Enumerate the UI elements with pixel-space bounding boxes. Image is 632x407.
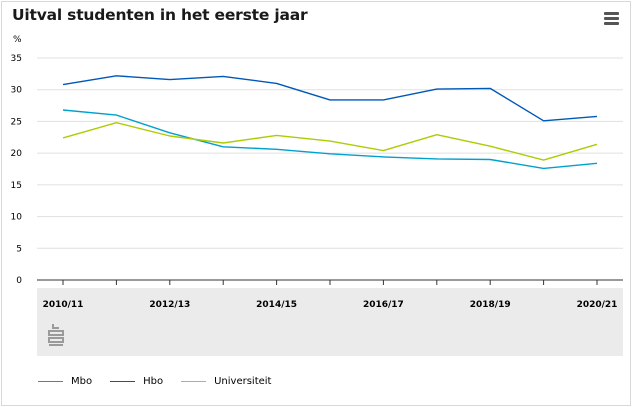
y-tick-label: 25 [11, 117, 22, 127]
x-tick-label: 2016/17 [363, 300, 404, 310]
legend-label: Universiteit [214, 376, 272, 387]
legend-label: Mbo [71, 376, 93, 387]
x-tick-label: 2020/21 [577, 300, 618, 310]
series-line-hbo[interactable] [62, 75, 598, 122]
series-line-mbo[interactable] [62, 109, 598, 170]
legend-swatch [110, 381, 136, 382]
x-tick-label: 2012/13 [149, 300, 190, 310]
y-tick-label: 30 [11, 86, 23, 96]
y-tick-label: 5 [16, 244, 22, 254]
y-tick-label: 10 [11, 213, 23, 223]
x-axis-band [37, 288, 623, 356]
chart-title: Uitval studenten in het eerste jaar [12, 6, 308, 24]
legend-item-mbo[interactable]: Mbo [38, 376, 92, 387]
legend-swatch [181, 381, 207, 382]
x-tick-label: 2018/19 [470, 300, 511, 310]
x-tick-label: 2014/15 [256, 300, 297, 310]
y-axis-ticks: 0 5 10 15 20 25 30 35 [11, 54, 23, 286]
y-axis-unit-label: % [13, 35, 22, 45]
series-line-universiteit[interactable] [62, 121, 598, 161]
y-tick-label: 15 [11, 181, 22, 191]
cbs-logo-icon [48, 324, 64, 346]
x-axis-ticks: 2010/11 2012/13 2014/15 2016/17 2018/19 2020/… [43, 280, 618, 310]
series-lines [62, 75, 598, 170]
hamburger-menu-icon[interactable] [604, 12, 619, 26]
legend-swatch [38, 381, 63, 382]
y-tick-label: 0 [16, 276, 22, 286]
legend: Mbo Hbo Universiteit [38, 376, 289, 387]
legend-item-universiteit[interactable]: Universiteit [181, 376, 271, 387]
legend-label: Hbo [143, 376, 164, 387]
y-tick-label: 35 [11, 54, 22, 64]
x-tick-label: 2010/11 [43, 300, 84, 310]
grid-lines [37, 57, 623, 281]
y-tick-label: 20 [11, 149, 23, 159]
legend-item-hbo[interactable]: Hbo [110, 376, 163, 387]
